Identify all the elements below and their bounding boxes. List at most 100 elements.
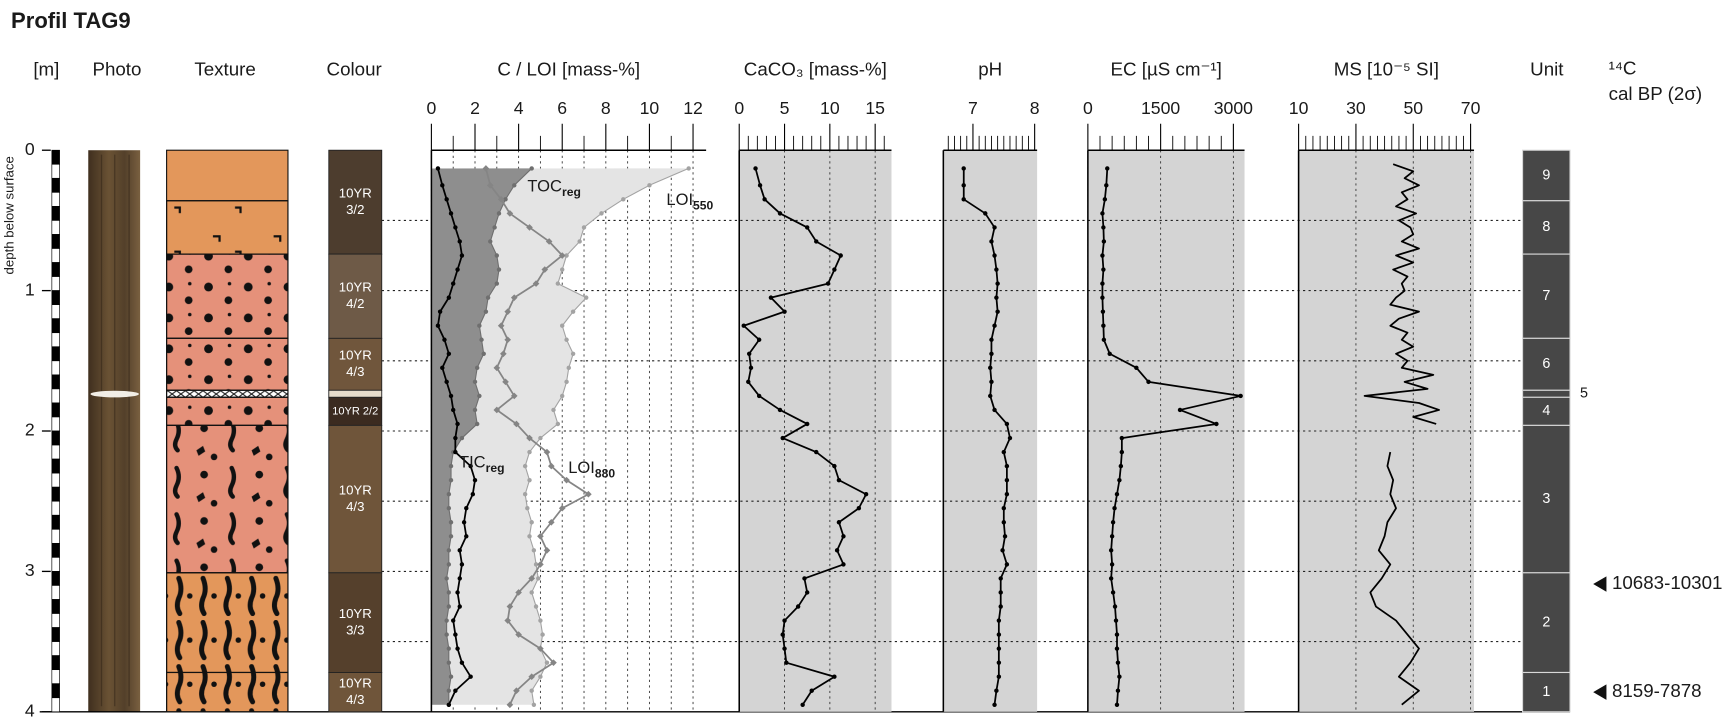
unit-layer: [1522, 671, 1571, 713]
radiocarbon-subheader: cal BP (2σ): [1609, 83, 1703, 104]
point: [457, 604, 462, 609]
depth-tick-label: 1: [25, 279, 35, 299]
unit-label: 4: [1542, 403, 1550, 419]
point: [777, 407, 783, 413]
point: [1109, 562, 1115, 567]
depth-tick-label: 0: [25, 139, 35, 159]
point: [457, 576, 462, 581]
point: [1214, 421, 1219, 427]
unit-label: 9: [1542, 167, 1550, 183]
point: [756, 337, 762, 342]
panel-title: EC [µS cm⁻¹]: [1111, 59, 1222, 80]
point: [1108, 576, 1114, 581]
point: [459, 435, 465, 441]
date-marker: [1593, 576, 1607, 592]
point: [998, 576, 1003, 581]
scale-bar-segment: [51, 234, 60, 249]
point: [1100, 281, 1105, 286]
point: [1100, 253, 1105, 258]
point: [526, 434, 533, 442]
point: [782, 646, 787, 651]
point: [746, 351, 752, 356]
point: [453, 435, 458, 441]
scale-bar-segment: [51, 444, 60, 460]
scale-bar-segment: [51, 458, 60, 474]
point: [777, 211, 783, 216]
point: [455, 421, 460, 427]
point: [1109, 534, 1115, 539]
point: [809, 688, 814, 693]
point: [558, 252, 566, 259]
point: [1004, 562, 1010, 567]
depth-tick-label: 2: [25, 420, 35, 440]
unit-layer: [1522, 253, 1571, 339]
point: [453, 688, 458, 693]
texture-pattern: [166, 671, 289, 713]
point: [529, 688, 534, 693]
scale-bar-segment: [51, 697, 60, 713]
point: [1114, 491, 1120, 497]
point: [446, 351, 452, 356]
point: [448, 520, 454, 525]
point: [841, 562, 846, 567]
point: [832, 267, 837, 272]
point: [782, 309, 787, 314]
point: [784, 660, 789, 665]
texture-pattern: [166, 200, 289, 255]
unit-label: 2: [1542, 614, 1550, 630]
unit-layer: [1522, 149, 1571, 202]
scale-bar-segment: [51, 262, 60, 277]
series-name: LOI: [568, 458, 595, 477]
point: [795, 604, 801, 609]
panel-title: MS [10⁻⁵ SI]: [1334, 59, 1439, 80]
point: [762, 197, 767, 202]
point: [551, 407, 556, 413]
point: [459, 562, 465, 567]
point: [1101, 225, 1106, 230]
point: [440, 365, 445, 371]
point: [1119, 435, 1125, 441]
colour-label: 10YR: [339, 675, 372, 690]
point: [563, 476, 570, 484]
point: [477, 393, 482, 399]
point: [836, 520, 842, 525]
point: [621, 197, 626, 202]
point: [989, 351, 994, 356]
point: [455, 646, 460, 651]
point: [486, 182, 494, 189]
point: [533, 604, 539, 609]
scale-bar-segment: [51, 669, 60, 685]
point: [545, 238, 553, 245]
series-label: LOI550: [666, 190, 713, 212]
point: [780, 632, 785, 637]
panel-title: C / LOI [mass-%]: [497, 59, 640, 80]
point: [992, 225, 997, 230]
date-marker: [1593, 684, 1607, 700]
colour-label: 10YR: [339, 606, 372, 621]
point: [446, 688, 452, 693]
point: [992, 702, 997, 707]
photo-lens: [90, 390, 140, 398]
point: [474, 365, 480, 371]
colour-label: 10YR 2/2: [332, 405, 378, 417]
point: [1115, 688, 1121, 693]
point: [527, 449, 532, 455]
point: [832, 674, 837, 679]
scale-bar-segment: [51, 613, 60, 628]
area: [431, 168, 689, 705]
unit-layer: [1522, 572, 1571, 674]
colour-label: 4/3: [346, 499, 364, 514]
point: [435, 323, 441, 328]
point: [1004, 477, 1010, 483]
point: [446, 562, 452, 567]
scale-bar-segment: [51, 402, 60, 418]
point: [493, 364, 501, 372]
series-subscript: reg: [486, 461, 505, 475]
point: [500, 350, 507, 358]
scale-bar-segment: [51, 599, 60, 614]
colour-label: 4/3: [346, 692, 364, 707]
x-tick-label: 15: [865, 98, 885, 118]
point: [1134, 365, 1139, 371]
point: [814, 239, 819, 244]
